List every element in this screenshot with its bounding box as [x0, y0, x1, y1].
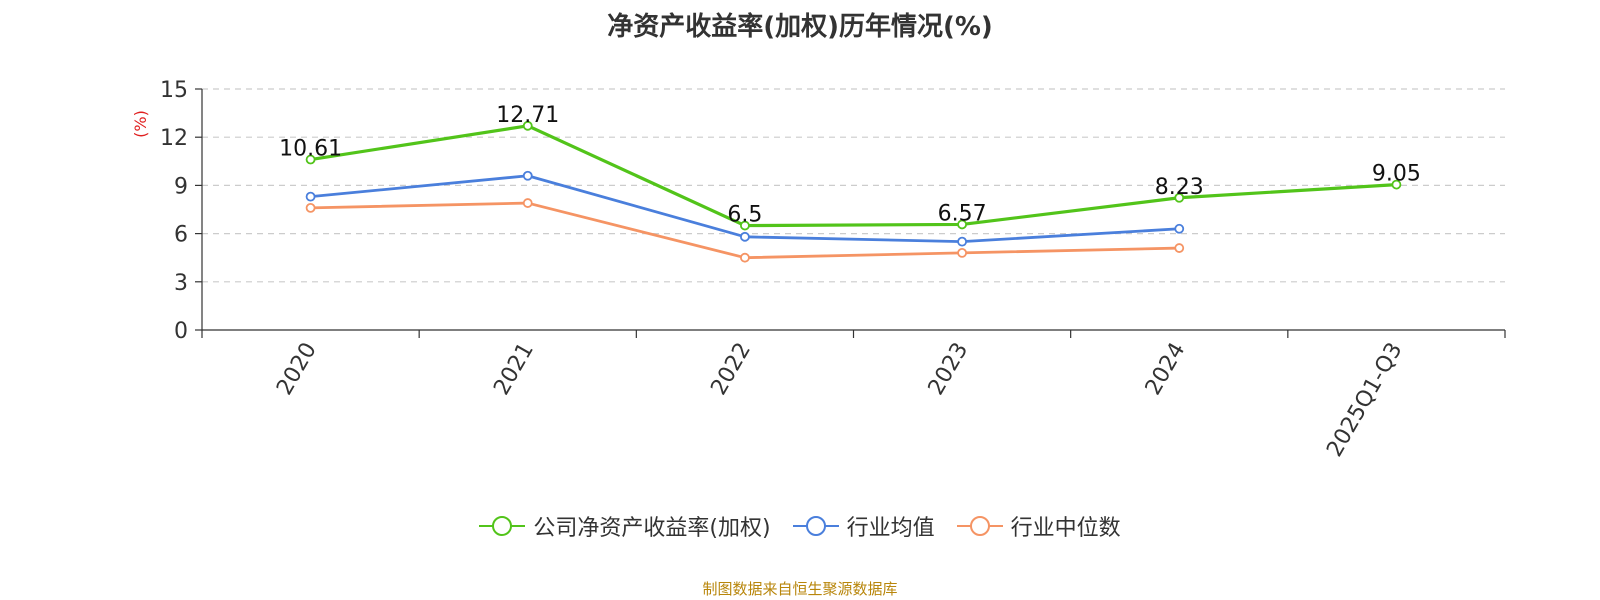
data-label: 12.71 — [496, 103, 559, 128]
data-label: 6.57 — [938, 201, 987, 226]
data-point — [305, 191, 316, 202]
series-lines — [305, 120, 1402, 263]
legend-item[interactable]: 行业中位数 — [956, 510, 1121, 542]
legend: 公司净资产收益率(加权) 行业均值 行业中位数 — [0, 510, 1600, 542]
y-tick-label: 15 — [160, 78, 188, 103]
data-point — [1391, 179, 1402, 190]
data-labels: 10.61 12.71 6.5 6.57 8.23 9.05 — [279, 103, 1421, 228]
legend-marker-icon — [792, 516, 839, 536]
legend-marker-icon — [479, 516, 526, 536]
x-tick-label: 2022 — [706, 339, 756, 400]
data-label: 8.23 — [1155, 175, 1204, 200]
legend-item[interactable]: 公司净资产收益率(加权) — [479, 510, 771, 542]
legend-item[interactable]: 行业均值 — [792, 510, 935, 542]
axes: 0 3 6 9 12 15 (%) 2020 2021 2022 2023 2024 2025Q1-Q3 — [131, 78, 1506, 462]
y-tick-label: 12 — [160, 126, 188, 151]
y-tick-label: 0 — [174, 319, 188, 344]
data-label: 10.61 — [279, 137, 342, 162]
x-tick-label: 2025Q1-Q3 — [1322, 339, 1407, 462]
data-point — [1174, 243, 1185, 253]
legend-marker-icon — [956, 516, 1003, 536]
source-note: 制图数据来自恒生聚源数据库 — [702, 580, 898, 598]
data-point — [305, 154, 316, 165]
data-point — [957, 247, 967, 258]
y-tick-label: 6 — [174, 223, 188, 248]
legend-label: 公司净资产收益率(加权) — [533, 516, 771, 541]
series-line — [310, 124, 1397, 228]
data-point — [740, 231, 750, 242]
x-tick-label: 2023 — [924, 339, 974, 400]
data-point — [1174, 223, 1185, 234]
data-label: 9.05 — [1372, 162, 1421, 187]
data-point — [1174, 192, 1185, 203]
chart-title: 净资产收益率(加权)历年情况(%) — [607, 12, 993, 42]
x-tick-label: 2024 — [1141, 339, 1191, 400]
grid-lines — [202, 88, 1505, 283]
data-point — [305, 202, 316, 213]
data-point — [957, 219, 967, 230]
y-tick-label: 9 — [174, 174, 188, 199]
legend-label: 行业均值 — [846, 516, 935, 541]
x-tick-label: 2021 — [489, 339, 539, 400]
data-point — [522, 170, 533, 181]
data-point — [522, 120, 533, 131]
data-point — [740, 220, 750, 231]
data-point — [522, 198, 533, 208]
data-point — [957, 236, 967, 247]
x-tick-label: 2020 — [272, 339, 322, 400]
y-tick-label: 3 — [174, 271, 188, 296]
data-point — [740, 252, 750, 263]
y-axis-label: (%) — [131, 110, 150, 138]
data-label: 6.5 — [727, 203, 762, 228]
legend-label: 行业中位数 — [1010, 516, 1121, 541]
